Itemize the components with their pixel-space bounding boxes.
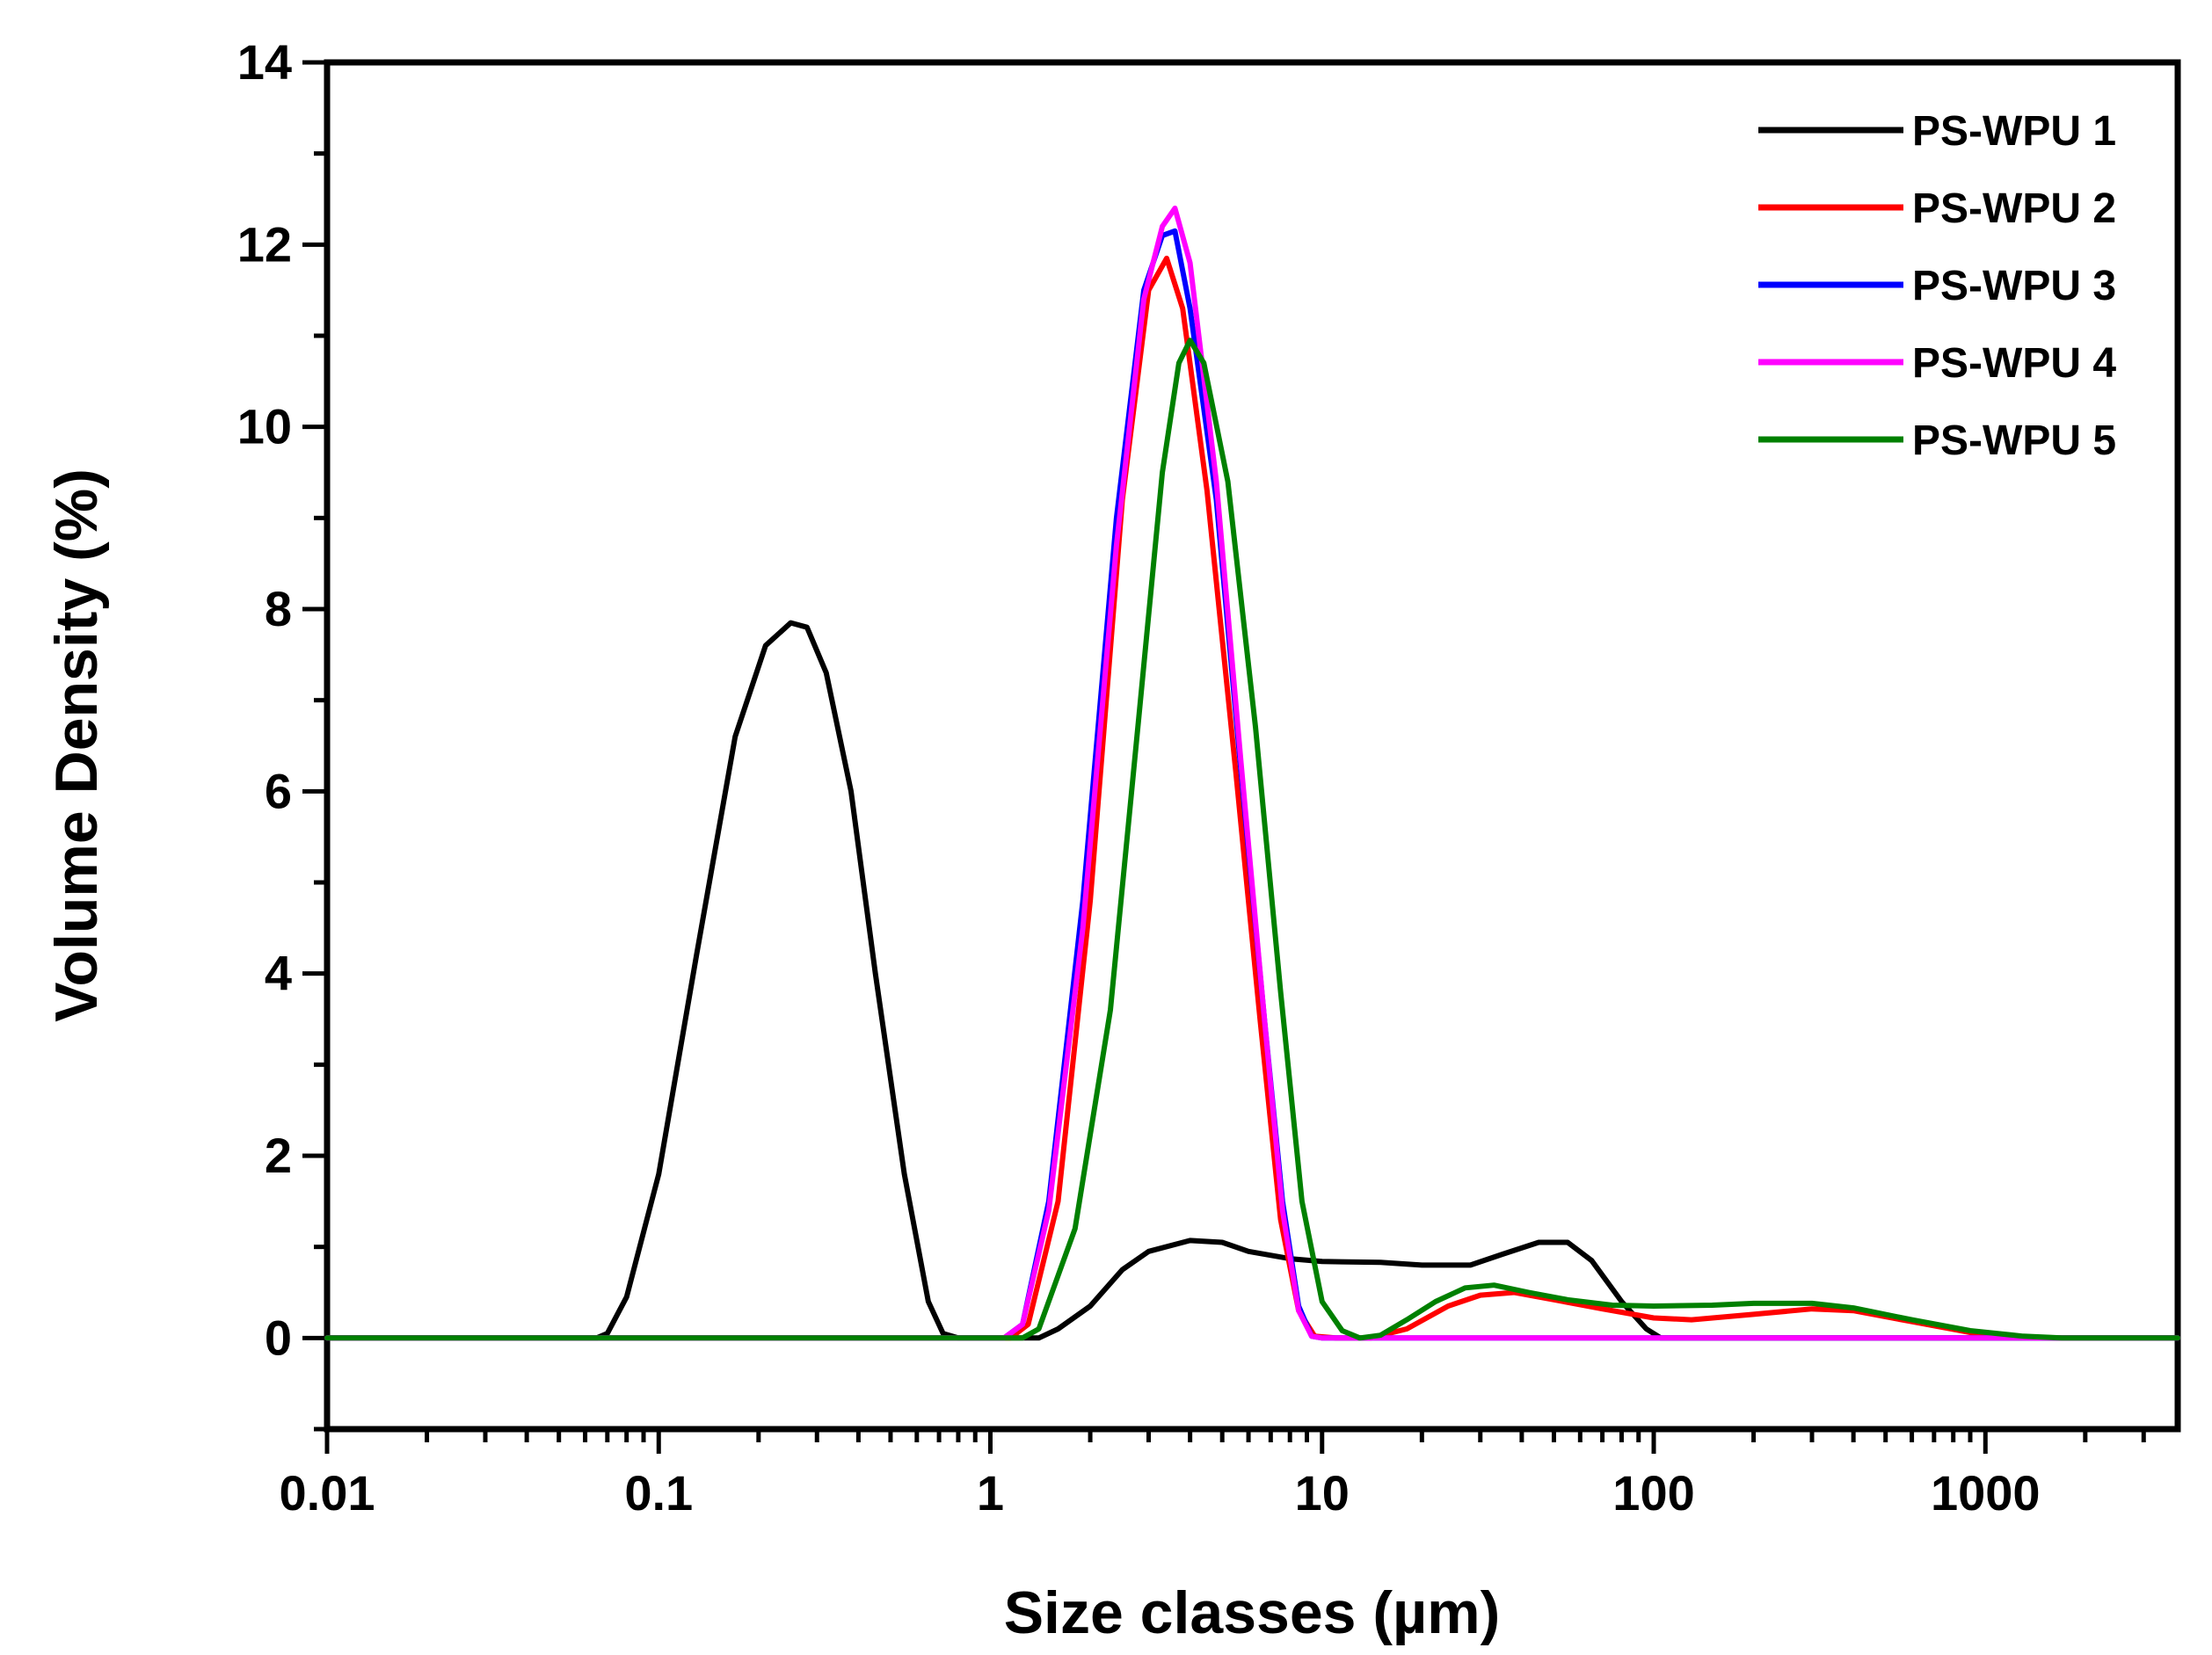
series-line-5 xyxy=(324,338,2180,1341)
x-axis-ticks: 0.01 0.1 1 10 100 1000 xyxy=(280,1429,2146,1521)
y-axis-title: Volume Density (%) xyxy=(43,468,110,1022)
y-tick-label: 14 xyxy=(237,34,292,90)
legend-label-3: PS-WPU 3 xyxy=(1912,263,2116,309)
y-tick-label: 12 xyxy=(237,216,292,272)
legend: PS-WPU 1 PS-WPU 2 PS-WPU 3 PS-WPU 4 PS-WPU 5 xyxy=(1758,108,2116,464)
series-line-4 xyxy=(324,205,2180,1341)
y-tick-label: 4 xyxy=(265,946,292,1001)
legend-label-4: PS-WPU 4 xyxy=(1912,340,2116,387)
x-tick-label: 1 xyxy=(977,1465,1004,1521)
plot-area xyxy=(324,59,2181,1433)
y-axis-ticks: 0 2 4 6 8 10 12 14 xyxy=(237,34,327,1432)
y-tick-label: 6 xyxy=(265,763,292,818)
x-tick-label: 0.01 xyxy=(280,1465,375,1521)
x-tick-label: 0.1 xyxy=(624,1465,693,1521)
x-tick-label: 1000 xyxy=(1931,1465,2041,1521)
y-tick-label: 2 xyxy=(265,1128,292,1183)
legend-label-2: PS-WPU 2 xyxy=(1912,185,2116,232)
y-tick-label: 8 xyxy=(265,581,292,636)
legend-label-5: PS-WPU 5 xyxy=(1912,417,2116,464)
y-tick-label: 0 xyxy=(265,1310,292,1365)
series-line-1 xyxy=(324,620,2180,1341)
x-tick-label: 100 xyxy=(1612,1465,1694,1521)
y-tick-label: 10 xyxy=(237,399,292,454)
legend-label-1: PS-WPU 1 xyxy=(1912,108,2116,155)
x-axis-title: Size classes (µm) xyxy=(1004,1579,1501,1646)
series-lines xyxy=(324,205,2180,1341)
x-tick-label: 10 xyxy=(1295,1465,1350,1521)
